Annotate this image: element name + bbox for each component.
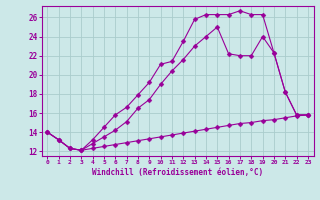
X-axis label: Windchill (Refroidissement éolien,°C): Windchill (Refroidissement éolien,°C)	[92, 168, 263, 177]
